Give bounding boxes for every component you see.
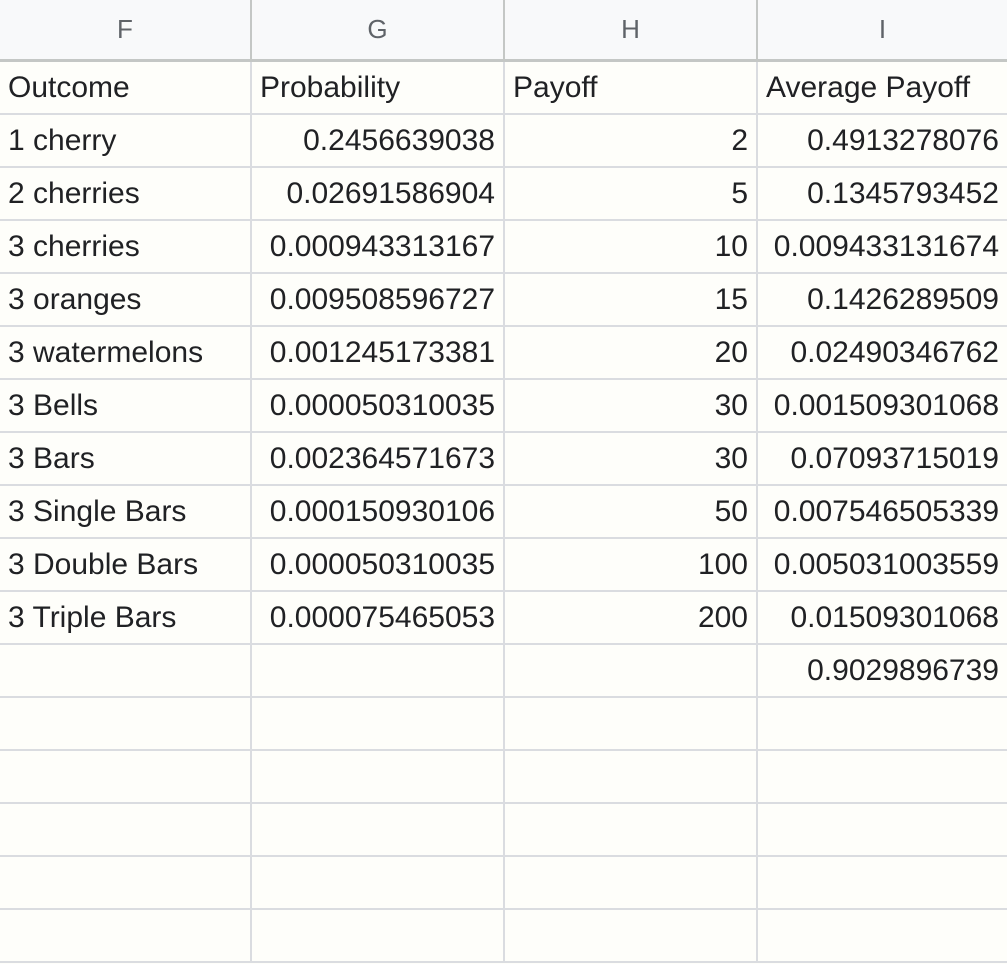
column-header-g[interactable]: G [252, 0, 505, 59]
cell-F4[interactable]: 3 cherries [0, 221, 252, 272]
cell-G16[interactable] [252, 857, 505, 908]
cell-H11[interactable]: 200 [505, 592, 758, 643]
cell-F16[interactable] [0, 857, 252, 908]
table-row [0, 857, 1007, 910]
table-row: 3 Single Bars 0.000150930106 50 0.007546505… [0, 486, 1007, 539]
cell-F7[interactable]: 3 Bells [0, 380, 252, 431]
table-row: Outcome Probability Payoff Average Payoff [0, 62, 1007, 115]
cell-G9[interactable]: 0.000150930106 [252, 486, 505, 537]
table-row [0, 804, 1007, 857]
cell-G17[interactable] [252, 910, 505, 961]
cell-G11[interactable]: 0.000075465053 [252, 592, 505, 643]
table-row: 2 cherries 0.02691586904 5 0.1345793452 [0, 168, 1007, 221]
table-row: 3 Triple Bars 0.000075465053 200 0.01509301… [0, 592, 1007, 645]
cell-I12[interactable]: 0.9029896739 [807, 654, 999, 687]
cell-F1[interactable]: Outcome [0, 62, 252, 113]
cell-G13[interactable] [252, 698, 505, 749]
cell-H14[interactable] [505, 751, 758, 802]
cell-I3[interactable]: 0.1345793452 [807, 177, 999, 210]
cell-G1[interactable]: Probability [252, 62, 505, 113]
cell-H6[interactable]: 20 [505, 327, 758, 378]
cell-I9[interactable]: 0.007546505339 [773, 495, 999, 528]
cell-G14[interactable] [252, 751, 505, 802]
cell-G4[interactable]: 0.000943313167 [252, 221, 505, 272]
table-row [0, 910, 1007, 963]
cell-F2[interactable]: 1 cherry [0, 115, 252, 166]
table-row: 3 Bells 0.000050310035 30 0.001509301068 [0, 380, 1007, 433]
cell-F10[interactable]: 3 Double Bars [0, 539, 252, 590]
cell-F11[interactable]: 3 Triple Bars [0, 592, 252, 643]
cell-G7[interactable]: 0.000050310035 [252, 380, 505, 431]
cell-I11[interactable]: 0.01509301068 [790, 601, 999, 634]
cell-I2[interactable]: 0.4913278076 [807, 124, 999, 157]
cell-I15[interactable] [758, 804, 1007, 855]
cell-F12[interactable] [0, 645, 252, 696]
cell-F5[interactable]: 3 oranges [0, 274, 252, 325]
cell-I7[interactable]: 0.001509301068 [773, 389, 999, 422]
table-row: 1 cherry 0.2456639038 2 0.4913278076 [0, 115, 1007, 168]
cell-H13[interactable] [505, 698, 758, 749]
cell-F6[interactable]: 3 watermelons [0, 327, 252, 378]
cell-H12[interactable] [505, 645, 758, 696]
cell-F15[interactable] [0, 804, 252, 855]
cell-F9[interactable]: 3 Single Bars [0, 486, 252, 537]
table-row [0, 698, 1007, 751]
column-header-f[interactable]: F [0, 0, 252, 59]
cell-I5[interactable]: 0.1426289509 [807, 283, 999, 316]
cell-I10[interactable]: 0.005031003559 [773, 548, 999, 581]
table-row: 3 Double Bars 0.000050310035 100 0.00503100… [0, 539, 1007, 592]
cell-H8[interactable]: 30 [505, 433, 758, 484]
table-row: 3 oranges 0.009508596727 15 0.1426289509 [0, 274, 1007, 327]
cell-I4[interactable]: 0.009433131674 [773, 230, 999, 263]
cell-G8[interactable]: 0.002364571673 [252, 433, 505, 484]
cell-I14[interactable] [758, 751, 1007, 802]
cell-G12[interactable] [252, 645, 505, 696]
cell-I1[interactable]: Average Payoff [766, 71, 971, 104]
cell-G15[interactable] [252, 804, 505, 855]
cell-I13[interactable] [758, 698, 1007, 749]
table-row: 0.9029896739 [0, 645, 1007, 698]
cell-H5[interactable]: 15 [505, 274, 758, 325]
cell-I16[interactable] [758, 857, 1007, 908]
cell-I8[interactable]: 0.07093715019 [790, 442, 999, 475]
cell-F8[interactable]: 3 Bars [0, 433, 252, 484]
column-header-h[interactable]: H [505, 0, 758, 59]
cell-H2[interactable]: 2 [505, 115, 758, 166]
table-row [0, 751, 1007, 804]
cell-H7[interactable]: 30 [505, 380, 758, 431]
cell-G2[interactable]: 0.2456639038 [252, 115, 505, 166]
cell-H10[interactable]: 100 [505, 539, 758, 590]
cell-G6[interactable]: 0.001245173381 [252, 327, 505, 378]
cell-F14[interactable] [0, 751, 252, 802]
cell-H3[interactable]: 5 [505, 168, 758, 219]
cell-H17[interactable] [505, 910, 758, 961]
cell-G10[interactable]: 0.000050310035 [252, 539, 505, 590]
cell-H16[interactable] [505, 857, 758, 908]
table-row: 3 watermelons 0.001245173381 20 0.024903467… [0, 327, 1007, 380]
cell-H1[interactable]: Payoff [505, 62, 758, 113]
cell-F3[interactable]: 2 cherries [0, 168, 252, 219]
cell-grid: Outcome Probability Payoff Average Payoff 1 … [0, 62, 1007, 963]
column-header-i[interactable]: I [878, 14, 887, 44]
cell-H15[interactable] [505, 804, 758, 855]
table-row: 3 cherries 0.000943313167 10 0.009433131674 [0, 221, 1007, 274]
cell-I17[interactable] [758, 910, 1007, 961]
table-row: 3 Bars 0.002364571673 30 0.07093715019 [0, 433, 1007, 486]
cell-G3[interactable]: 0.02691586904 [252, 168, 505, 219]
cell-F13[interactable] [0, 698, 252, 749]
cell-H9[interactable]: 50 [505, 486, 758, 537]
cell-G5[interactable]: 0.009508596727 [252, 274, 505, 325]
cell-H4[interactable]: 10 [505, 221, 758, 272]
column-header-row: F G H I [0, 0, 1007, 62]
cell-I6[interactable]: 0.02490346762 [790, 336, 999, 369]
cell-F17[interactable] [0, 910, 252, 961]
